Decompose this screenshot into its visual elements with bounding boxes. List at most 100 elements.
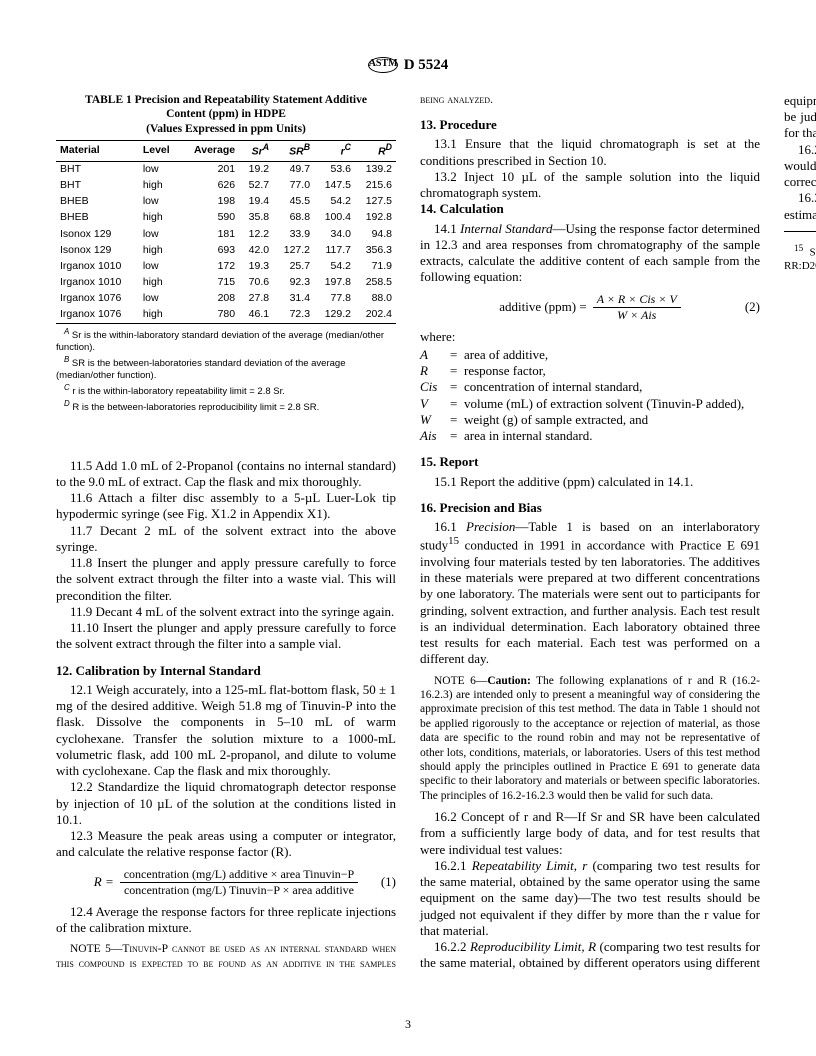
table-cell: low [139, 258, 181, 274]
footnote-15: 15 Supporting data have been filed at AS… [784, 243, 816, 274]
table-cell: 70.6 [239, 274, 273, 290]
eq2-number: (2) [745, 299, 760, 315]
table-cell: BHEB [56, 210, 139, 226]
table-footnotes: A Sr is the within-laboratory standard d… [56, 327, 396, 414]
table-cell: 258.5 [355, 274, 396, 290]
table-cell: BHEB [56, 194, 139, 210]
footnote-rule [784, 231, 816, 232]
table-cell: low [139, 161, 181, 178]
note-6: NOTE 6—Caution: The following explanatio… [420, 674, 760, 803]
table-cell: low [139, 291, 181, 307]
table-cell: Irganox 1010 [56, 274, 139, 290]
table-cell: 45.5 [273, 194, 314, 210]
table-1: TABLE 1 Precision and Repeatability Stat… [56, 93, 396, 414]
table-cell: 19.4 [239, 194, 273, 210]
col-header: SRB [273, 140, 314, 161]
table-cell: 77.0 [273, 178, 314, 194]
precision-table: MaterialLevelAverageSrASRBrCRD BHTlow201… [56, 140, 396, 324]
table-cell: Isonox 129 [56, 226, 139, 242]
para-11-6: 11.6 Attach a filter disc assembly to a … [56, 490, 396, 523]
table-cell: 590 [180, 210, 239, 226]
table-row: BHEBhigh59035.868.8100.4192.8 [56, 210, 396, 226]
table-cell: 46.1 [239, 307, 273, 324]
eq1-num: concentration (mg/L) additive × area Tin… [120, 867, 359, 883]
equation-1: R = concentration (mg/L) additive × area… [56, 867, 396, 898]
table-cell: 71.9 [355, 258, 396, 274]
table-cell: 35.8 [239, 210, 273, 226]
table-cell: 68.8 [273, 210, 314, 226]
table-cell: Isonox 129 [56, 242, 139, 258]
table-cell: 88.0 [355, 291, 396, 307]
table-cell: 139.2 [355, 161, 396, 178]
table-cell: 27.8 [239, 291, 273, 307]
table-cell: 202.4 [355, 307, 396, 324]
table-cell: 181 [180, 226, 239, 242]
col-header: RD [355, 140, 396, 161]
page-number: 3 [0, 1017, 816, 1032]
doc-number: D 5524 [404, 56, 449, 75]
eq1-number: (1) [381, 874, 396, 890]
table-row: BHTlow20119.249.753.6139.2 [56, 161, 396, 178]
heading-13: 13. Procedure [420, 117, 760, 133]
table-cell: 72.3 [273, 307, 314, 324]
table-cell: high [139, 307, 181, 324]
col-header: SrA [239, 140, 273, 161]
table-cell: 147.5 [314, 178, 355, 194]
footnote-a: Sr is the within-laboratory standard dev… [56, 330, 384, 353]
table-cell: 100.4 [314, 210, 355, 226]
heading-12: 12. Calibration by Internal Standard [56, 663, 396, 679]
heading-14: 14. Calculation [420, 201, 760, 217]
para-12-1: 12.1 Weigh accurately, into a 125-mL fla… [56, 682, 396, 780]
table-row: Irganox 1076high78046.172.3129.2202.4 [56, 307, 396, 324]
table-row: Isonox 129high69342.0127.2117.7356.3 [56, 242, 396, 258]
table-cell: 780 [180, 307, 239, 324]
table-title-l3: (Values Expressed in ppm Units) [146, 123, 306, 135]
eq2-den: W × Ais [593, 308, 681, 323]
para-16-3: 16.3 Bias—There are no recognized standa… [784, 190, 816, 223]
table-cell: low [139, 194, 181, 210]
table-cell: 34.0 [314, 226, 355, 242]
table-cell: high [139, 242, 181, 258]
table-cell: 215.6 [355, 178, 396, 194]
col-header: Average [180, 140, 239, 161]
table-cell: 94.8 [355, 226, 396, 242]
table-cell: 49.7 [273, 161, 314, 178]
table-cell: 198 [180, 194, 239, 210]
where-label: where: [420, 329, 760, 345]
para-12-2: 12.2 Standardize the liquid chromatograp… [56, 779, 396, 828]
table-cell: Irganox 1010 [56, 258, 139, 274]
eq2-num: A × R × Cis × V [593, 292, 681, 308]
table-cell: high [139, 210, 181, 226]
table-cell: 693 [180, 242, 239, 258]
para-12-4: 12.4 Average the response factors for th… [56, 904, 396, 937]
table-cell: high [139, 274, 181, 290]
col-header: rC [314, 140, 355, 161]
para-11-7: 11.7 Decant 2 mL of the solvent extract … [56, 523, 396, 556]
heading-16: 16. Precision and Bias [420, 500, 760, 516]
table-cell: 54.2 [314, 194, 355, 210]
table-row: Irganox 1010high71570.692.3197.8258.5 [56, 274, 396, 290]
table-cell: 197.8 [314, 274, 355, 290]
para-15-1: 15.1 Report the additive (ppm) calculate… [420, 474, 760, 490]
para-13-1: 13.1 Ensure that the liquid chromatograp… [420, 136, 760, 169]
table-cell: 127.2 [273, 242, 314, 258]
table-title: TABLE 1 Precision and Repeatability Stat… [56, 93, 396, 136]
table-title-l2: Content (ppm) in HDPE [166, 108, 286, 120]
table-cell: 12.2 [239, 226, 273, 242]
table-cell: BHT [56, 178, 139, 194]
table-cell: low [139, 226, 181, 242]
para-16-2: 16.2 Concept of r and R—If Sr and SR hav… [420, 809, 760, 858]
footnote-b: SR is the between-laboratories standard … [56, 358, 345, 381]
astm-logo-icon: ASTM [368, 57, 398, 73]
para-16-2-3: 16.2.3 Any judgment in accordance with 1… [784, 142, 816, 191]
table-cell: 356.3 [355, 242, 396, 258]
table-cell: 715 [180, 274, 239, 290]
para-12-3: 12.3 Measure the peak areas using a comp… [56, 828, 396, 861]
table-row: Isonox 129low18112.233.934.094.8 [56, 226, 396, 242]
para-11-5: 11.5 Add 1.0 mL of 2-Propanol (contains … [56, 458, 396, 491]
para-11-10: 11.10 Insert the plunger and apply press… [56, 620, 396, 653]
footnote-d: R is the between-laboratories reproducib… [72, 402, 319, 413]
table-cell: high [139, 178, 181, 194]
table-row: Irganox 1076low20827.831.477.888.0 [56, 291, 396, 307]
page-header: ASTM D 5524 [56, 56, 760, 75]
